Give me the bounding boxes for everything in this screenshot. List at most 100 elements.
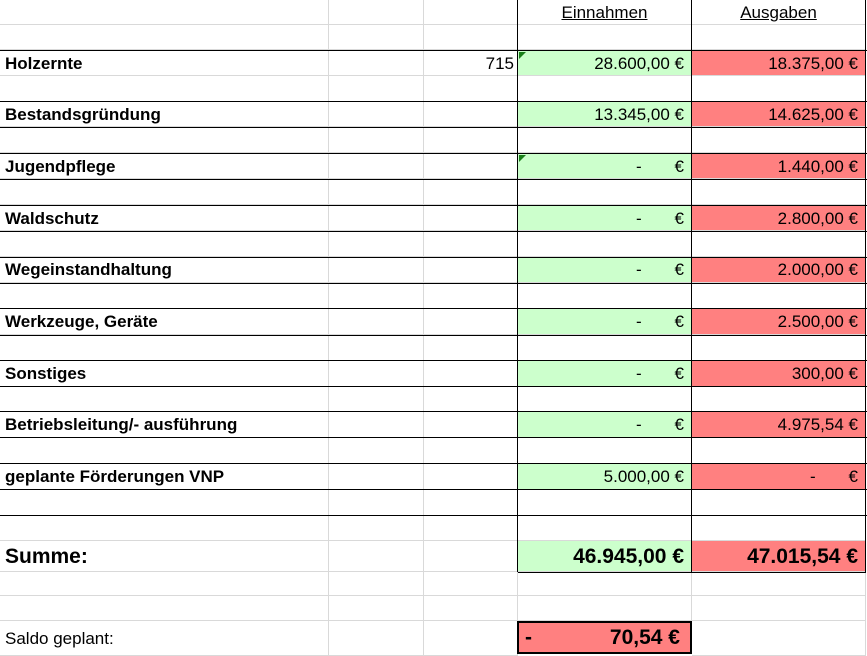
cell[interactable]: [329, 51, 424, 76]
cell[interactable]: [424, 464, 518, 490]
cell[interactable]: [329, 596, 424, 621]
comment-marker-icon[interactable]: [519, 155, 526, 162]
cell[interactable]: [518, 516, 692, 541]
income-cell[interactable]: - €: [518, 361, 692, 387]
cell[interactable]: [692, 490, 866, 516]
cell[interactable]: [329, 516, 424, 541]
cell[interactable]: [329, 541, 424, 572]
cell[interactable]: [518, 387, 692, 412]
cell[interactable]: [329, 572, 424, 596]
cell[interactable]: [0, 438, 329, 464]
cell[interactable]: [692, 127, 866, 153]
cell[interactable]: [424, 25, 518, 50]
cell[interactable]: [518, 283, 692, 309]
cell[interactable]: [329, 438, 424, 464]
cell[interactable]: [424, 438, 518, 464]
row-label[interactable]: Wegeinstandhaltung: [0, 257, 329, 283]
cell[interactable]: [692, 283, 866, 309]
income-cell[interactable]: 5.000,00 €: [518, 464, 692, 490]
income-cell[interactable]: 13.345,00 €: [518, 102, 692, 127]
cell[interactable]: [0, 516, 329, 541]
income-cell[interactable]: 28.600,00 €: [518, 51, 692, 76]
cell[interactable]: [424, 490, 518, 516]
row-label[interactable]: geplante Förderungen VNP: [0, 464, 329, 490]
cell[interactable]: [518, 25, 692, 50]
cell[interactable]: [0, 25, 329, 50]
cell[interactable]: [424, 361, 518, 387]
cell[interactable]: [0, 387, 329, 412]
cell[interactable]: [424, 0, 518, 25]
row-label[interactable]: Waldschutz: [0, 206, 329, 231]
cell[interactable]: [329, 76, 424, 102]
cell[interactable]: [0, 127, 329, 153]
cell[interactable]: [0, 76, 329, 102]
cell[interactable]: [424, 516, 518, 541]
cell[interactable]: [424, 283, 518, 309]
cell[interactable]: [0, 283, 329, 309]
cell[interactable]: [424, 541, 518, 572]
expense-total-cell[interactable]: 47.015,54 €: [692, 541, 866, 572]
cell[interactable]: [329, 179, 424, 205]
cell[interactable]: [518, 76, 692, 102]
cell[interactable]: [329, 102, 424, 127]
cell[interactable]: [424, 76, 518, 102]
cell[interactable]: [329, 621, 424, 656]
cell[interactable]: [692, 76, 866, 102]
cell[interactable]: [692, 572, 866, 596]
expense-cell[interactable]: 14.625,00 €: [692, 102, 866, 127]
cell[interactable]: [329, 25, 424, 50]
cell[interactable]: [518, 231, 692, 257]
row-label[interactable]: Betriebsleitung/- ausführung: [0, 412, 329, 438]
row-label[interactable]: Sonstiges: [0, 361, 329, 387]
cell[interactable]: [692, 25, 866, 50]
income-cell[interactable]: - €: [518, 412, 692, 438]
income-cell[interactable]: - €: [518, 154, 692, 179]
cell[interactable]: [329, 361, 424, 387]
row-label[interactable]: Bestandsgründung: [0, 102, 329, 127]
cell[interactable]: [424, 179, 518, 205]
cell[interactable]: [329, 257, 424, 283]
cell[interactable]: [0, 335, 329, 361]
cell[interactable]: [692, 231, 866, 257]
expense-cell[interactable]: 18.375,00 €: [692, 51, 866, 76]
cell[interactable]: [0, 596, 329, 621]
expense-cell[interactable]: 4.975,54 €: [692, 412, 866, 438]
cell[interactable]: [424, 412, 518, 438]
cell[interactable]: [424, 127, 518, 153]
sum-label[interactable]: Summe:: [0, 541, 329, 572]
cell[interactable]: [424, 596, 518, 621]
cell[interactable]: [518, 596, 692, 621]
cell[interactable]: [692, 179, 866, 205]
expense-cell[interactable]: 2.800,00 €: [692, 206, 866, 231]
comment-marker-icon[interactable]: [519, 52, 526, 59]
cell[interactable]: [329, 335, 424, 361]
cell[interactable]: [424, 231, 518, 257]
income-header-cell[interactable]: Einnahmen: [518, 0, 692, 25]
cell[interactable]: [518, 572, 692, 596]
income-cell[interactable]: - €: [518, 206, 692, 231]
cell[interactable]: [692, 516, 866, 541]
row-label[interactable]: Werkzeuge, Geräte: [0, 309, 329, 335]
cell[interactable]: [424, 309, 518, 335]
cell[interactable]: [692, 335, 866, 361]
income-cell[interactable]: - €: [518, 309, 692, 335]
cell[interactable]: [518, 179, 692, 205]
cell[interactable]: [518, 127, 692, 153]
cell[interactable]: [424, 257, 518, 283]
cell[interactable]: [329, 154, 424, 179]
cell[interactable]: [692, 387, 866, 412]
cell[interactable]: [424, 572, 518, 596]
cell[interactable]: [424, 154, 518, 179]
cell[interactable]: [692, 596, 866, 621]
expense-cell[interactable]: 2.500,00 €: [692, 309, 866, 335]
expense-cell[interactable]: 300,00 €: [692, 361, 866, 387]
cell[interactable]: [0, 572, 329, 596]
income-total-cell[interactable]: 46.945,00 €: [518, 541, 692, 572]
expense-cell[interactable]: 1.440,00 €: [692, 154, 866, 179]
cell[interactable]: [424, 621, 518, 656]
saldo-value-cell[interactable]: - 70,54 €: [517, 621, 692, 654]
cell[interactable]: [424, 206, 518, 231]
cell[interactable]: [518, 438, 692, 464]
row-label[interactable]: Holzernte: [0, 51, 329, 76]
cell[interactable]: [0, 179, 329, 205]
